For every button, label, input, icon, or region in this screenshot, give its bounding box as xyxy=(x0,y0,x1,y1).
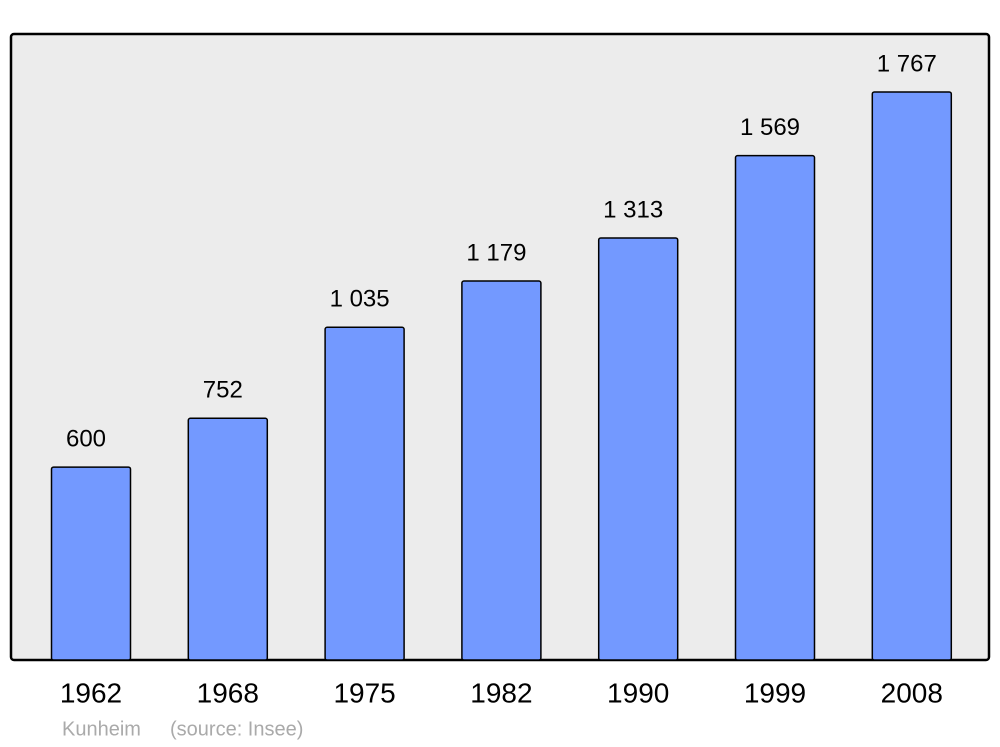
x-tick-label: 1975 xyxy=(333,677,395,708)
value-label: 1 179 xyxy=(466,239,526,266)
value-label: 1 313 xyxy=(603,196,663,223)
bar xyxy=(50,466,132,661)
x-tick-label: 1999 xyxy=(744,677,806,708)
value-label: 1 569 xyxy=(740,114,800,141)
x-tick-label: 1962 xyxy=(60,677,122,708)
bar xyxy=(187,417,269,661)
source-note: (source: Insee) xyxy=(170,718,303,740)
bar xyxy=(734,154,816,661)
x-tick-label: 1982 xyxy=(470,677,532,708)
value-label: 1 035 xyxy=(330,286,390,313)
value-label: 600 xyxy=(66,425,106,452)
x-tick-label: 1968 xyxy=(197,677,259,708)
value-label: 752 xyxy=(203,377,243,404)
bar xyxy=(324,326,405,661)
bar xyxy=(597,237,679,661)
bar xyxy=(461,280,542,661)
bar xyxy=(871,91,953,661)
value-label: 1 767 xyxy=(877,50,937,77)
x-tick-label: 2008 xyxy=(881,677,943,708)
x-tick-label: 1990 xyxy=(607,677,669,708)
chart-title: Kunheim xyxy=(62,718,141,740)
